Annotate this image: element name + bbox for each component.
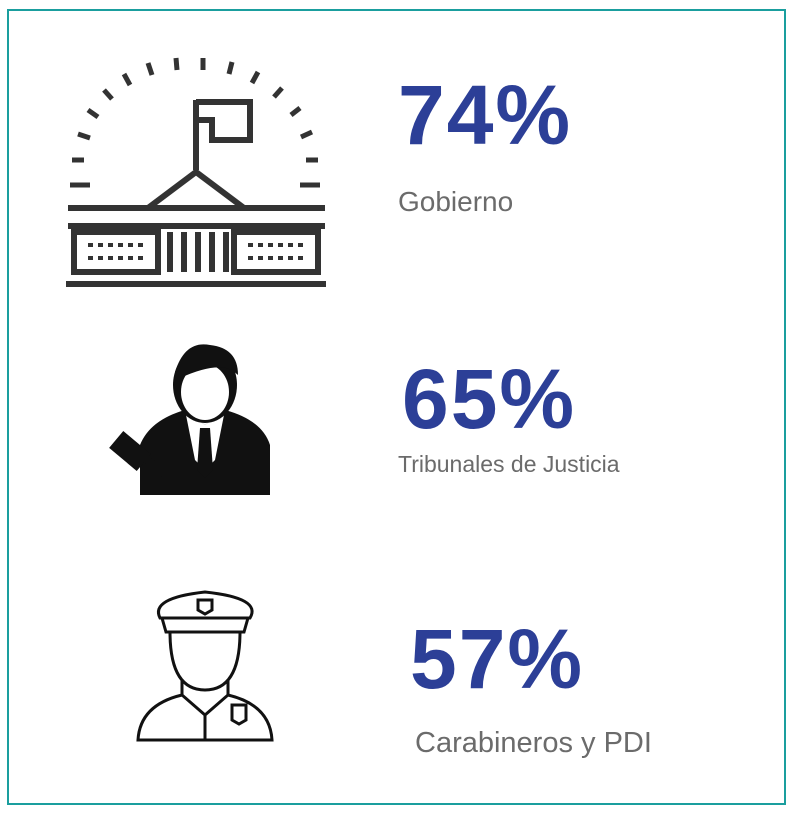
label: Carabineros y PDI	[415, 727, 652, 759]
judge-icon	[109, 344, 270, 495]
label: Tribunales de Justicia	[398, 451, 620, 477]
percentage: 57%	[410, 612, 584, 706]
label: Gobierno	[398, 186, 513, 217]
government-icon	[66, 57, 326, 287]
frame	[7, 9, 786, 805]
percentage: 74%	[398, 68, 572, 162]
police-icon	[136, 590, 274, 742]
percentage: 65%	[402, 352, 576, 446]
